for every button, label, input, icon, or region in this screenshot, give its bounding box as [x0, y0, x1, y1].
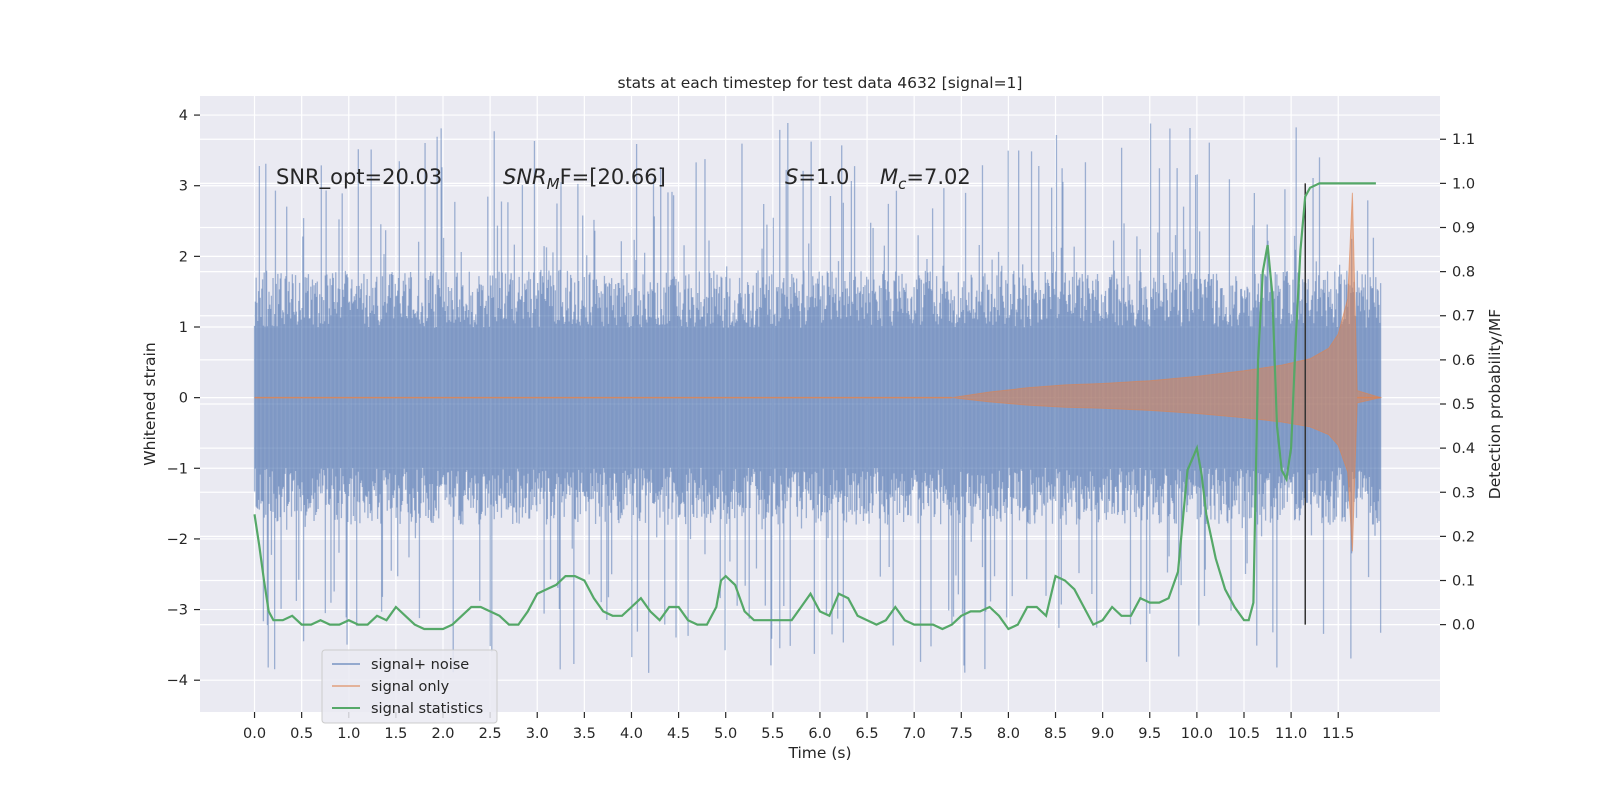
signal-noise-series: [253, 122, 1382, 673]
y-tick-label-right: 0.0: [1452, 618, 1475, 634]
annotation-s: S=1.0: [785, 165, 849, 189]
signal-statistics-line: [253, 182, 1376, 631]
x-tick-label: 0.0: [243, 726, 266, 742]
y-tick-label-right: 0.2: [1452, 529, 1475, 545]
x-axis-label: Time (s): [787, 744, 851, 762]
y-tick-label-right: 0.5: [1452, 397, 1475, 413]
y-tick-label-left: −3: [167, 603, 188, 619]
y-tick-label-right: 0.6: [1452, 353, 1475, 369]
x-axis-ticks: 0.0 0.5 1.0 1.5 2.0 2.5 3.0 3.5 4.0 4.5 5.0 5.5 6.0 6…: [243, 712, 1354, 742]
x-tick-label: 2.0: [431, 726, 454, 742]
x-tick-label: 8.5: [1044, 726, 1067, 742]
x-tick-label: 6.0: [808, 726, 831, 742]
y-axis-right-ticks: 0.0 0.1 0.2 0.3 0.4 0.5 0.6 0.7 0.8 0.9 1.0 1.1: [1440, 132, 1475, 634]
y-axis-left-label: Whitened strain: [141, 342, 159, 465]
annotation-snr-opt: SNR_opt=20.03: [276, 165, 442, 190]
x-tick-label: 8.0: [997, 726, 1020, 742]
x-tick-label: 0.5: [290, 726, 313, 742]
y-tick-label-left: −2: [167, 532, 188, 548]
y-tick-label-left: 1: [179, 320, 188, 336]
legend-label-signal-statistics: signal statistics: [371, 701, 483, 717]
x-tick-label: 9.0: [1091, 726, 1114, 742]
y-tick-label-left: −4: [167, 673, 188, 689]
x-tick-label: 7.5: [950, 726, 973, 742]
s-value: =1.0: [798, 165, 849, 189]
y-tick-label-right: 0.8: [1452, 265, 1475, 281]
x-tick-label: 1.5: [384, 726, 407, 742]
x-tick-label: 10.0: [1181, 726, 1213, 742]
y-tick-label-right: 0.7: [1452, 309, 1475, 325]
mc-main: M: [880, 165, 898, 189]
x-tick-label: 5.0: [714, 726, 737, 742]
snr-mf-value: F=[20.66]: [560, 165, 666, 189]
y-tick-label-right: 0.1: [1452, 574, 1475, 590]
x-tick-label: 11.0: [1275, 726, 1307, 742]
mc-value: =7.02: [906, 165, 970, 189]
y-tick-label-right: 0.3: [1452, 485, 1475, 501]
y-tick-label-left: 4: [179, 108, 188, 124]
chart-title: stats at each timestep for test data 463…: [618, 74, 1023, 92]
y-tick-label-left: 0: [179, 391, 188, 407]
y-tick-label-right: 0.4: [1452, 441, 1475, 457]
x-tick-label: 3.0: [526, 726, 549, 742]
snr-mf-subscript: M: [547, 175, 560, 193]
s-label: S: [785, 165, 798, 189]
mc-subscript: c: [898, 175, 907, 193]
legend-label-signal-noise: signal+ noise: [371, 657, 469, 673]
annotation-mc: Mc=7.02: [880, 165, 971, 193]
y-axis-left-ticks: −4 −3 −2 −1 0 1 2 3 4: [167, 108, 200, 689]
x-tick-label: 5.5: [761, 726, 784, 742]
x-tick-label: 3.5: [573, 726, 596, 742]
y-tick-label-left: −1: [167, 461, 188, 477]
y-axis-right-label: Detection probability/MF: [1486, 309, 1504, 500]
legend-box: [321, 649, 498, 724]
legend-label-signal-only: signal only: [371, 679, 450, 695]
y-tick-label-left: 3: [179, 179, 188, 195]
x-tick-label: 4.5: [667, 726, 690, 742]
x-tick-label: 7.0: [903, 726, 926, 742]
snr-mf-main: SNR: [503, 165, 547, 189]
y-tick-label-right: 1.0: [1452, 176, 1475, 192]
x-tick-label: 2.5: [479, 726, 502, 742]
y-tick-label-left: 2: [179, 249, 188, 265]
legend: signal+ noise signal only signal statist…: [321, 649, 498, 724]
x-tick-label: 9.5: [1138, 726, 1161, 742]
annotation-snr-mf: SNRMF=[20.66]: [503, 165, 666, 193]
y-tick-label-right: 1.1: [1452, 132, 1475, 148]
x-tick-label: 10.5: [1228, 726, 1260, 742]
x-tick-label: 4.0: [620, 726, 643, 742]
x-tick-label: 6.5: [856, 726, 879, 742]
y-tick-label-right: 0.9: [1452, 220, 1475, 236]
x-tick-label: 11.5: [1322, 726, 1354, 742]
x-tick-label: 1.0: [337, 726, 360, 742]
